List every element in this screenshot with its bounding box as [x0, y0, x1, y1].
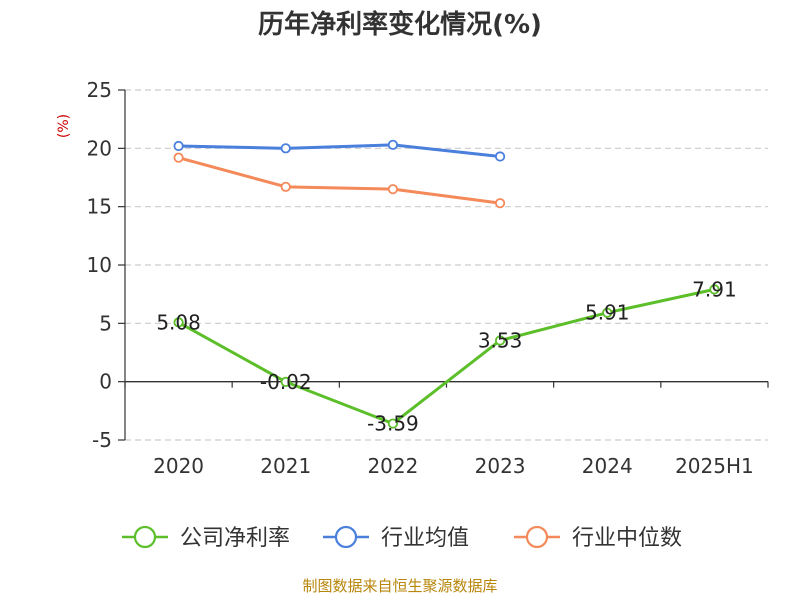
- data-point: [173, 140, 184, 152]
- legend-marker: [525, 525, 549, 549]
- data-label: 5.91: [585, 301, 630, 325]
- data-point: [173, 152, 184, 163]
- x-tick-label: 2024: [582, 454, 633, 478]
- x-tick-label: 2022: [367, 454, 418, 478]
- data-point: [173, 317, 184, 328]
- x-tick-label: 2021: [260, 454, 311, 478]
- x-tick-label: 2025H1: [675, 454, 754, 478]
- source-note: 制图数据来自恒生聚源数据库: [302, 577, 497, 595]
- legend-label: 行业中位数: [572, 526, 682, 551]
- legend: 公司净利率 行业均值 行业中位数: [122, 525, 682, 551]
- series-line: [178, 156, 501, 205]
- data-point: [280, 376, 291, 387]
- grid-lines: [125, 89, 768, 441]
- series-line: [177, 287, 715, 426]
- data-point: [280, 181, 291, 192]
- data-point: [387, 139, 399, 150]
- legend-marker: [334, 525, 358, 549]
- data-point: [602, 307, 613, 318]
- data-label: 5.08: [156, 310, 201, 334]
- data-label: -0.02: [260, 370, 312, 394]
- legend-label: 行业均值: [381, 526, 469, 551]
- y-tick-label: 0: [99, 370, 112, 394]
- y-tick-label: 10: [87, 253, 112, 277]
- legend-marker: [133, 525, 157, 549]
- data-point: [280, 143, 291, 154]
- data-label: 7.91: [692, 277, 737, 301]
- chart-title: 历年净利率变化情况(%): [258, 9, 542, 40]
- y-tick-label: 5: [99, 311, 112, 335]
- data-labels: 5.08 -0.02 -3.59 3.53 5.91 7.91: [156, 277, 736, 435]
- data-point: [494, 151, 506, 162]
- series-line: [178, 143, 501, 158]
- y-tick-label: 25: [87, 78, 112, 102]
- data-point: [709, 284, 720, 295]
- y-tick-label: 15: [87, 195, 112, 219]
- data-label: 3.53: [478, 328, 523, 352]
- legend-label: 公司净利率: [180, 526, 290, 551]
- series-lines: [173, 139, 720, 429]
- data-point: [387, 184, 399, 195]
- data-point: [494, 198, 506, 209]
- x-tick-label: 2023: [475, 454, 526, 478]
- data-label: -3.59: [367, 412, 419, 436]
- y-tick-label: -5: [92, 428, 112, 452]
- axes: -5 0 5 10 15 20 25 2020 2021 2022 2023 2024 2025H1: [87, 78, 769, 478]
- x-tick-label: 2020: [153, 454, 204, 478]
- data-point: [387, 418, 399, 429]
- y-axis-unit: (%): [56, 114, 72, 138]
- data-point: [494, 335, 506, 346]
- y-tick-label: 20: [87, 136, 112, 160]
